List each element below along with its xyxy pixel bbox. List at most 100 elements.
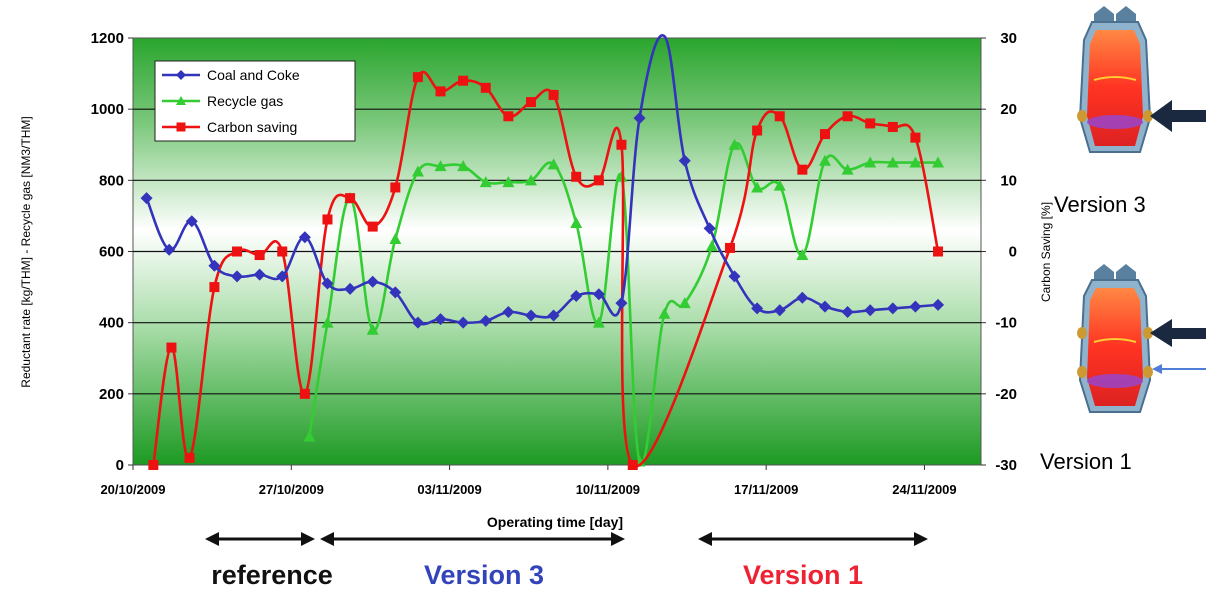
side-label-version1: Version 1 — [1040, 449, 1132, 474]
data-point — [524, 309, 537, 322]
data-point — [480, 82, 491, 93]
data-point — [525, 97, 536, 108]
data-point — [184, 452, 195, 463]
data-point — [724, 242, 735, 253]
data-point — [479, 176, 492, 188]
data-point — [548, 89, 559, 100]
y-tick-label: 1200 — [91, 30, 124, 47]
data-point — [253, 268, 266, 281]
data-point — [865, 118, 876, 129]
y2-tick-label: -10 — [995, 315, 1017, 332]
data-point — [434, 160, 447, 172]
data-point — [547, 158, 560, 170]
reference-arrow — [205, 532, 315, 546]
version1-label: Version 1 — [743, 560, 863, 590]
data-point — [321, 277, 334, 290]
data-point — [571, 171, 582, 182]
data-point — [705, 240, 718, 252]
data-point — [910, 132, 921, 143]
x-axis: 20/10/2009 27/10/2009 03/11/2009 10/11/2009… — [100, 465, 957, 497]
series-recycle-gas — [303, 138, 945, 467]
data-point — [678, 297, 691, 309]
furnace-version1-illustration — [1077, 264, 1206, 413]
legend-marker-coal — [176, 70, 186, 80]
y-axis-title: Reductant rate [kg/THM] - Recycle gas [N… — [19, 116, 33, 387]
data-point — [412, 72, 423, 83]
series-coal-and-coke — [140, 34, 945, 329]
data-point — [615, 170, 628, 182]
y-tick-label: 0 — [116, 457, 124, 474]
y-axis-right: -30 -20 -10 0 10 20 30 — [981, 30, 1017, 474]
data-point — [232, 246, 243, 257]
furnace-version3-illustration — [1077, 6, 1206, 153]
side-label-version3: Version 3 — [1054, 192, 1146, 217]
data-point — [751, 302, 764, 315]
y2-tick-label: -20 — [995, 386, 1017, 403]
data-point — [166, 342, 177, 353]
data-point — [752, 125, 763, 136]
data-point — [303, 430, 316, 442]
data-point — [933, 246, 944, 257]
x-tick-label: 10/11/2009 — [576, 482, 640, 497]
data-point — [616, 139, 627, 150]
data-point — [658, 307, 671, 319]
data-point — [277, 246, 288, 257]
data-point — [886, 302, 899, 315]
version3-label: Version 3 — [424, 560, 544, 590]
data-point — [254, 250, 265, 261]
data-point — [592, 288, 605, 301]
data-point — [593, 175, 604, 186]
data-point — [298, 231, 311, 244]
y-tick-label: 200 — [99, 386, 124, 403]
data-point — [818, 154, 831, 166]
data-point — [547, 309, 560, 322]
legend-marker-recycle — [176, 96, 186, 105]
y2-tick-label: 30 — [1000, 30, 1017, 47]
data-point — [367, 221, 378, 232]
data-point — [818, 300, 831, 313]
data-point — [458, 75, 469, 86]
data-point — [887, 121, 898, 132]
data-point — [457, 316, 470, 329]
data-point — [796, 291, 809, 304]
data-point — [841, 163, 854, 175]
data-point — [886, 156, 899, 168]
data-point — [276, 270, 289, 283]
series-layer — [140, 34, 945, 470]
y2-axis-title: Carbon Saving [%] — [1039, 202, 1053, 302]
legend-label-carbon: Carbon saving — [207, 119, 297, 135]
y2-tick-label: -30 — [995, 457, 1017, 474]
data-point — [909, 300, 922, 313]
y-tick-label: 400 — [99, 315, 124, 332]
data-point — [842, 111, 853, 122]
y-tick-label: 800 — [99, 172, 124, 189]
data-point — [389, 286, 402, 299]
x-tick-label: 20/10/2009 — [100, 482, 165, 497]
data-point — [592, 316, 605, 328]
data-point — [479, 314, 492, 327]
data-point — [524, 174, 537, 186]
data-point — [502, 305, 515, 318]
data-point — [797, 164, 808, 175]
data-point — [773, 179, 786, 191]
data-point — [796, 249, 809, 261]
data-point — [209, 282, 220, 293]
x-tick-label: 03/11/2009 — [417, 482, 481, 497]
data-point — [231, 270, 244, 283]
data-point — [819, 129, 830, 140]
data-point — [864, 156, 877, 168]
data-point — [163, 243, 176, 256]
data-point — [366, 275, 379, 288]
data-point — [389, 233, 402, 245]
data-point — [909, 156, 922, 168]
reference-label: reference — [211, 560, 333, 590]
data-point — [457, 160, 470, 172]
data-point — [841, 305, 854, 318]
x-tick-label: 17/11/2009 — [734, 482, 798, 497]
data-point — [703, 222, 716, 235]
legend-marker-carbon — [176, 122, 186, 132]
data-point — [411, 316, 424, 329]
legend: Coal and Coke Recycle gas Carbon saving — [154, 60, 356, 142]
legend-label-recycle: Recycle gas — [207, 93, 283, 109]
